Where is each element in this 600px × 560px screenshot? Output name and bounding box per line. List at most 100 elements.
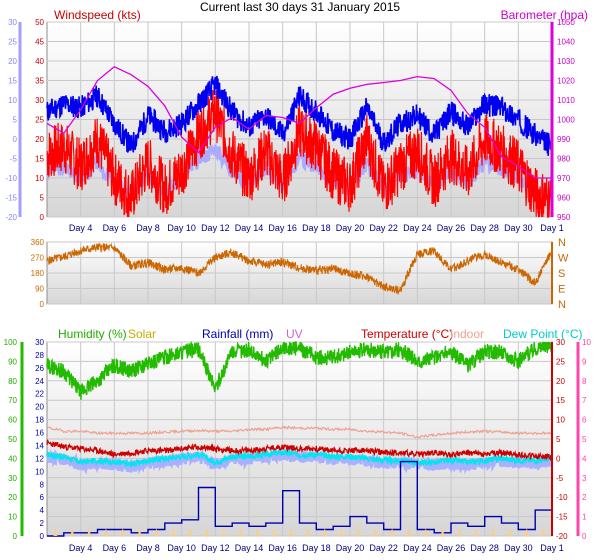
humidity-tick-label: 10	[8, 513, 17, 522]
solar-spike	[322, 528, 327, 536]
solar-spike	[70, 528, 75, 536]
solar-spike	[272, 528, 277, 536]
wind-direction-series	[46, 242, 553, 296]
rainfall-label: Rainfall (mm)	[202, 327, 273, 341]
rain-tick-label: 28	[35, 351, 44, 360]
temperature-alt-tick-label: 0	[582, 532, 587, 541]
temperature-alt-tick-label: 6	[582, 416, 587, 425]
temperature-alt-tick-label: 9	[582, 357, 587, 366]
humidity-tick-label: 100	[4, 338, 18, 347]
wind-alt-tick-label: 25	[8, 38, 17, 47]
wind-alt-tick-label: 20	[8, 57, 17, 66]
solar-spike	[255, 528, 260, 536]
x-tick-label: Day 1	[540, 543, 564, 553]
x-tick-label: Day 6	[103, 223, 127, 233]
x-tick-label: Day 10	[167, 223, 196, 233]
solar-spike	[440, 528, 445, 536]
wind-tick-label: 50	[35, 18, 44, 27]
x-tick-label: Day 10	[167, 543, 196, 553]
wind-tick-label: 40	[35, 57, 44, 66]
x-tick-label: Day 22	[369, 223, 398, 233]
x-tick-label: Day 8	[136, 223, 160, 233]
indoor-series	[46, 425, 552, 439]
temperature-alt-tick-label: 5	[582, 435, 587, 444]
solar-spike	[305, 528, 310, 536]
solar-spike	[390, 528, 395, 536]
temperature-tick-label: 5	[556, 435, 561, 444]
humidity-tick-label: 80	[8, 377, 17, 386]
rain-tick-label: 12	[35, 454, 44, 463]
temperature-tick-label: 30	[556, 338, 565, 347]
x-tick-label: Day 18	[302, 223, 331, 233]
wind-tick-label: 20	[35, 135, 44, 144]
humidity-tick-label: 40	[8, 454, 17, 463]
rain-tick-label: 8	[40, 480, 45, 489]
solar-spike	[204, 528, 209, 536]
uv-label: UV	[286, 327, 303, 341]
solar-spike	[137, 528, 142, 536]
wind-alt-tick-label: 30	[8, 18, 17, 27]
baro-tick-label: 950	[557, 213, 571, 222]
compass-label: N	[558, 237, 566, 249]
temperature-alt-tick-label: 1	[582, 513, 587, 522]
rain-tick-label: 30	[35, 338, 44, 347]
x-tick-label: Day 24	[403, 223, 432, 233]
temperature-panel: 1009080706050403020100302826242220181614…	[4, 327, 592, 553]
wind-tick-label: 0	[40, 213, 45, 222]
humidity-tick-label: 20	[8, 493, 17, 502]
dew-point-label: Dew Point (°C)	[503, 327, 582, 341]
compass-label: W	[558, 253, 569, 265]
solar-label: Solar	[128, 327, 156, 341]
temperature-tick-label: 25	[556, 357, 565, 366]
rain-tick-label: 2	[40, 519, 45, 528]
baro-tick-label: 1050	[557, 18, 575, 27]
x-tick-label: Day 30	[504, 543, 533, 553]
x-tick-label: Day 1	[540, 223, 564, 233]
x-tick-label: Day 16	[268, 223, 297, 233]
direction-tick-label: 90	[35, 285, 44, 294]
x-tick-label: Day 30	[504, 223, 533, 233]
temperature-tick-label: -15	[556, 513, 568, 522]
solar-spike	[474, 528, 479, 536]
x-tick-label: Day 14	[235, 223, 264, 233]
baro-tick-label: 1000	[557, 116, 575, 125]
rain-tick-label: 10	[35, 467, 44, 476]
x-tick-label: Day 20	[336, 543, 365, 553]
gust-series	[46, 75, 553, 156]
humidity-tick-label: 90	[8, 357, 17, 366]
direction-tick-label: 360	[31, 238, 45, 247]
x-tick-label: Day 18	[302, 543, 331, 553]
solar-spike	[53, 528, 58, 536]
barometer-series	[46, 66, 552, 179]
wind-alt-tick-label: -10	[5, 174, 17, 183]
windspeed-label: Windspeed (kts)	[54, 8, 141, 22]
x-tick-label: Day 16	[268, 543, 297, 553]
baro-tick-label: 960	[557, 194, 571, 203]
rain-tick-label: 24	[35, 377, 44, 386]
x-tick-label: Day 8	[136, 543, 160, 553]
barometer-label: Barometer (hpa)	[501, 8, 588, 22]
wind-alt-tick-label: 0	[13, 135, 18, 144]
solar-spike	[154, 528, 159, 536]
temperature-tick-label: 15	[556, 396, 565, 405]
temperature-alt-tick-label: 8	[582, 377, 587, 386]
solar-spike	[423, 528, 428, 536]
solar-spike	[120, 528, 125, 536]
temperature-tick-label: -20	[556, 532, 568, 541]
humidity-tick-label: 70	[8, 396, 17, 405]
wind-tick-label: 5	[40, 194, 45, 203]
temperature-alt-tick-label: 3	[582, 474, 587, 483]
baro-tick-label: 1040	[557, 38, 575, 47]
wind-alt-tick-label: 15	[8, 77, 17, 86]
wind-tick-label: 45	[35, 38, 44, 47]
baro-tick-label: 1010	[557, 96, 575, 105]
rain-tick-label: 6	[40, 493, 45, 502]
temperature-alt-tick-label: 2	[582, 493, 587, 502]
baro-tick-label: 980	[557, 155, 571, 164]
baro-tick-label: 970	[557, 174, 571, 183]
x-tick-label: Day 12	[201, 543, 230, 553]
x-tick-label: Day 22	[369, 543, 398, 553]
solar-spike	[406, 528, 411, 536]
wind-tick-label: 25	[35, 116, 44, 125]
